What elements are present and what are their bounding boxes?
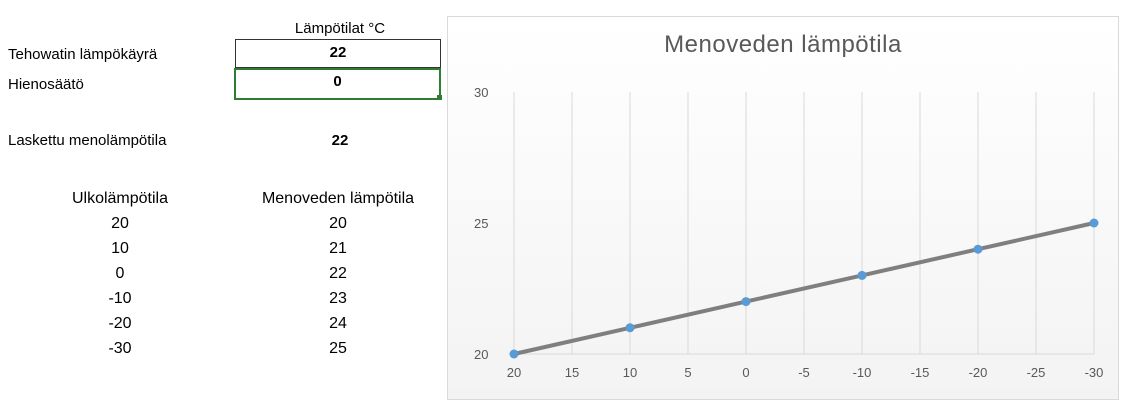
x-tick-label: 15 bbox=[565, 365, 579, 380]
water-cell[interactable]: 24 bbox=[329, 315, 347, 332]
series-line bbox=[512, 221, 1096, 356]
x-tick-label: -30 bbox=[1085, 365, 1104, 380]
x-tick-label: -15 bbox=[911, 365, 930, 380]
chart-title: Menoveden lämpötila bbox=[664, 31, 902, 58]
x-tick-label: 5 bbox=[684, 365, 691, 380]
x-tick-label: -25 bbox=[1027, 365, 1046, 380]
x-tick-label: 10 bbox=[623, 365, 637, 380]
line-chart[interactable]: Menoveden lämpötila 20 15 10 5 0 -5 -10 -15 -20 -… bbox=[447, 16, 1119, 400]
curve-label[interactable]: Tehowatin lämpökäyrä bbox=[8, 46, 158, 63]
outdoor-cell[interactable]: -10 bbox=[108, 290, 132, 307]
temperature-header[interactable]: Lämpötilat °C bbox=[294, 20, 386, 37]
water-column: Menoveden lämpötila 20 21 22 23 24 25 bbox=[243, 186, 433, 361]
x-tick-label: -10 bbox=[853, 365, 872, 380]
water-cell[interactable]: 21 bbox=[329, 240, 347, 257]
chart-plot: 20 15 10 5 0 -5 -10 -15 -20 -25 -30 20 25 30 bbox=[474, 85, 1104, 380]
calculated-label[interactable]: Laskettu menolämpötila bbox=[8, 132, 167, 149]
data-point bbox=[509, 349, 519, 359]
data-point bbox=[625, 323, 635, 333]
fine-tune-label[interactable]: Hienosäätö bbox=[8, 76, 84, 93]
data-point bbox=[857, 270, 867, 280]
x-tick-label: -5 bbox=[798, 365, 810, 380]
y-tick-label: 25 bbox=[474, 216, 488, 231]
outdoor-cell[interactable]: -20 bbox=[108, 315, 132, 332]
water-header[interactable]: Menoveden lämpötila bbox=[261, 190, 415, 207]
outdoor-header[interactable]: Ulkolämpötila bbox=[71, 190, 169, 207]
outdoor-column: Ulkolämpötila 20 10 0 -10 -20 -30 bbox=[25, 186, 215, 361]
fill-handle[interactable] bbox=[437, 95, 442, 100]
data-point bbox=[1089, 218, 1099, 228]
curve-value-cell[interactable]: 22 bbox=[235, 39, 441, 68]
outdoor-cell[interactable]: 0 bbox=[115, 265, 125, 282]
x-tick-label: -20 bbox=[969, 365, 988, 380]
fine-tune-value-cell[interactable]: 0 bbox=[234, 68, 441, 100]
x-tick-label: 0 bbox=[742, 365, 749, 380]
data-point bbox=[741, 297, 751, 307]
outdoor-cell[interactable]: 20 bbox=[111, 215, 129, 232]
y-tick-label: 20 bbox=[474, 347, 488, 362]
data-point bbox=[973, 244, 983, 254]
water-cell[interactable]: 23 bbox=[329, 290, 347, 307]
water-cell[interactable]: 22 bbox=[329, 265, 347, 282]
outdoor-cell[interactable]: -30 bbox=[108, 340, 132, 357]
water-cell[interactable]: 25 bbox=[329, 340, 347, 357]
water-cell[interactable]: 20 bbox=[329, 215, 347, 232]
x-tick-label: 20 bbox=[507, 365, 521, 380]
y-tick-label: 30 bbox=[474, 85, 488, 100]
outdoor-cell[interactable]: 10 bbox=[111, 240, 129, 257]
calculated-value[interactable]: 22 bbox=[331, 132, 349, 149]
